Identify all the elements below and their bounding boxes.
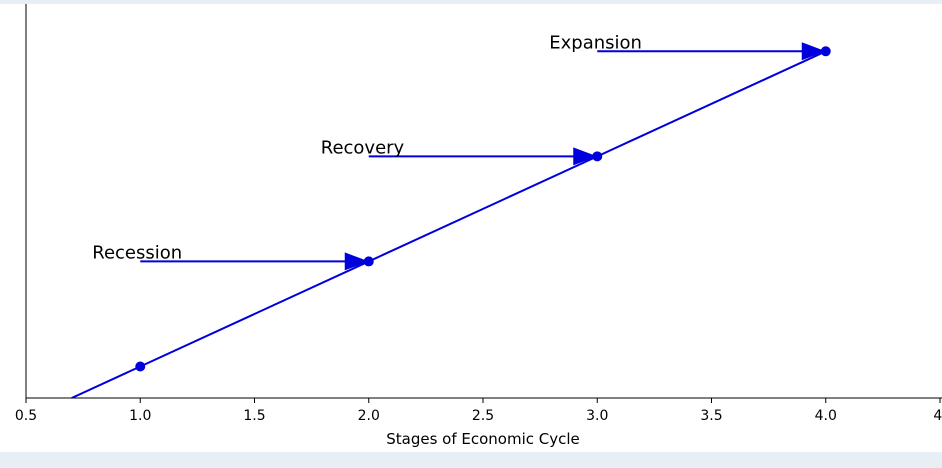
- x-tick-label: 1.0: [129, 408, 151, 424]
- x-tick-label: 4.0: [815, 408, 837, 424]
- figure-background: [0, 0, 942, 452]
- annotation-arrow-head: [573, 147, 598, 166]
- x-tick-label: 3.0: [586, 408, 608, 424]
- x-tick-label: 2.5: [472, 408, 494, 424]
- annotation-label: Recession: [92, 242, 182, 263]
- x-axis-label: Stages of Economic Cycle: [386, 430, 580, 448]
- x-tick-label: 2.0: [358, 408, 380, 424]
- annotations: Recession Recovery Expansion: [92, 32, 826, 271]
- data-point: [135, 361, 146, 372]
- annotation-arrow-head: [344, 252, 369, 271]
- x-tick-label: 0.5: [15, 408, 37, 424]
- x-tick-label: 3.5: [700, 408, 722, 424]
- bottom-frame-strip: [0, 452, 942, 468]
- x-tick-label: 4.: [933, 408, 942, 424]
- annotation-label: Expansion: [549, 32, 642, 53]
- annotation-arrow-head: [801, 42, 826, 61]
- axes: 0.5 1.0 1.5 2.0 2.5 3.0 3.5 4.0 4. Stages of Econ…: [15, 4, 942, 448]
- top-frame-strip: [0, 0, 942, 4]
- x-tick-label: 1.5: [243, 408, 265, 424]
- annotation-label: Recovery: [321, 137, 405, 158]
